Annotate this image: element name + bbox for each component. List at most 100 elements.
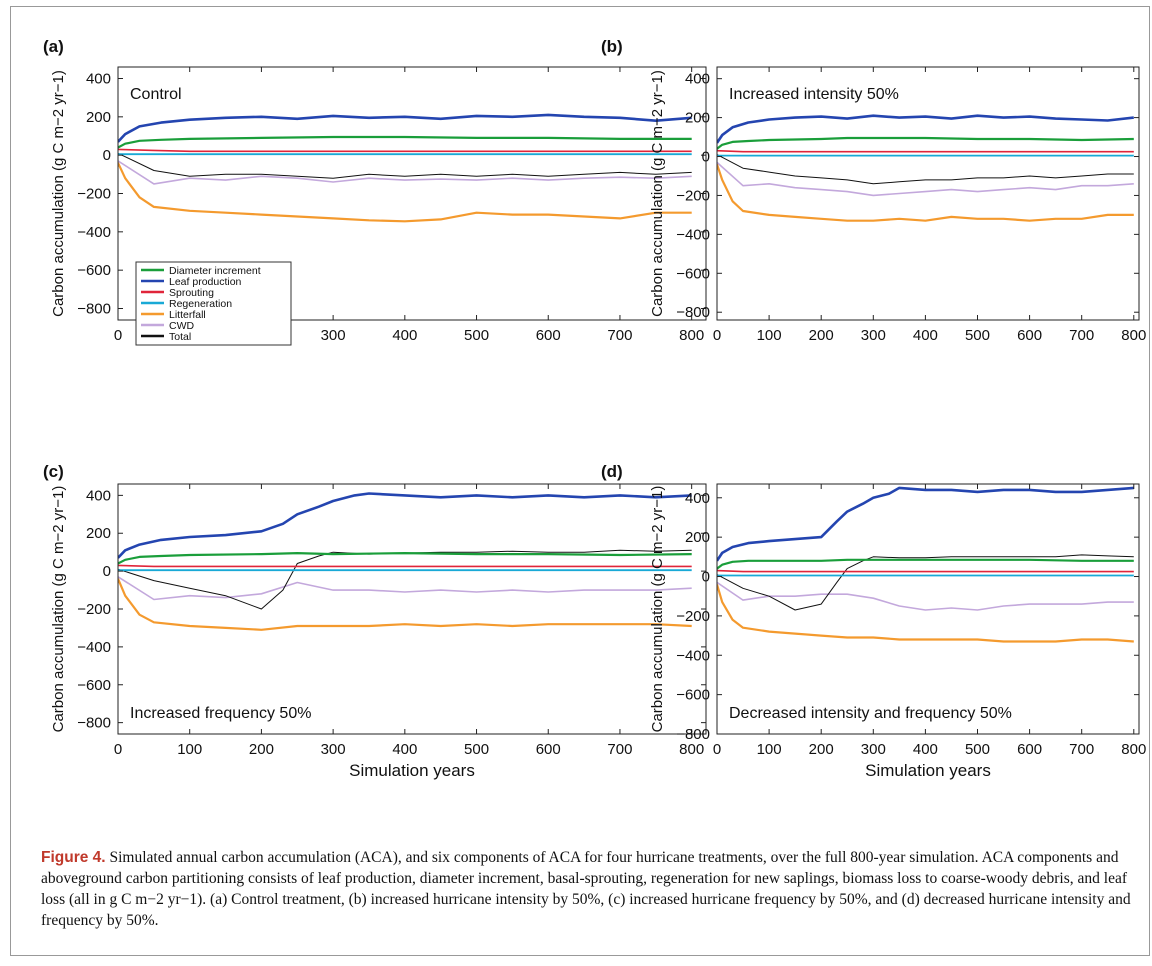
y-tick-label: −800 bbox=[77, 715, 111, 732]
x-tick-label: 300 bbox=[861, 741, 886, 758]
y-tick-label: 400 bbox=[685, 71, 710, 88]
series-litterfall bbox=[118, 162, 692, 223]
panel-annotation: Decreased intensity and frequency 50% bbox=[729, 705, 1012, 722]
series-total bbox=[118, 549, 692, 610]
x-tick-label: 200 bbox=[809, 741, 834, 758]
series-sprouting bbox=[118, 564, 692, 568]
panel-label: (a) bbox=[43, 37, 64, 56]
plot-area bbox=[118, 492, 692, 631]
x-tick-label: 700 bbox=[607, 741, 632, 758]
x-tick-label: 0 bbox=[713, 741, 721, 758]
y-tick-label: 400 bbox=[685, 490, 710, 507]
y-tick-label: −600 bbox=[77, 262, 111, 279]
legend-item: Regeneration bbox=[169, 298, 232, 310]
legend-item: Total bbox=[169, 331, 191, 343]
panel-annotation: Increased intensity 50% bbox=[729, 86, 899, 103]
plot-area bbox=[717, 114, 1134, 222]
y-axis-label: Carbon accumulation (g C m−2 yr−1) bbox=[50, 486, 67, 733]
x-tick-label: 100 bbox=[177, 741, 202, 758]
x-tick-label: 700 bbox=[1069, 327, 1094, 344]
x-tick-label: 800 bbox=[1121, 327, 1146, 344]
series-sprouting bbox=[717, 569, 1134, 573]
x-tick-label: 600 bbox=[536, 327, 561, 344]
series-total bbox=[118, 152, 692, 179]
x-tick-label: 200 bbox=[809, 327, 834, 344]
y-tick-label: 0 bbox=[103, 147, 111, 164]
x-tick-label: 700 bbox=[607, 327, 632, 344]
series-cwd bbox=[118, 576, 692, 601]
y-tick-label: −600 bbox=[77, 677, 111, 694]
x-tick-label: 800 bbox=[679, 327, 704, 344]
y-tick-label: 200 bbox=[685, 529, 710, 546]
x-tick-label: 0 bbox=[114, 741, 122, 758]
y-tick-label: −200 bbox=[676, 187, 710, 204]
plot-area bbox=[118, 113, 692, 223]
series-litterfall bbox=[717, 163, 1134, 222]
series-leaf-production bbox=[118, 492, 692, 559]
series-litterfall bbox=[717, 584, 1134, 643]
y-tick-label: −800 bbox=[676, 304, 710, 321]
series-leaf-production bbox=[118, 113, 692, 143]
x-axis-label: Simulation years bbox=[865, 761, 991, 780]
x-tick-label: 500 bbox=[965, 327, 990, 344]
caption-text: Simulated annual carbon accumulation (AC… bbox=[41, 849, 1131, 929]
y-tick-label: 200 bbox=[685, 110, 710, 127]
series-diameter-increment bbox=[717, 136, 1134, 150]
x-tick-label: 400 bbox=[913, 327, 938, 344]
y-tick-label: −200 bbox=[77, 601, 111, 618]
series-sprouting bbox=[118, 148, 692, 153]
y-tick-label: 400 bbox=[86, 71, 111, 88]
x-tick-label: 100 bbox=[757, 741, 782, 758]
series-sprouting bbox=[717, 149, 1134, 153]
series-cwd bbox=[118, 160, 692, 185]
y-tick-label: −400 bbox=[77, 224, 111, 241]
x-tick-label: 100 bbox=[757, 327, 782, 344]
y-tick-label: −400 bbox=[676, 226, 710, 243]
y-tick-label: −400 bbox=[77, 639, 111, 656]
series-diameter-increment bbox=[118, 135, 692, 149]
legend-item: Sprouting bbox=[169, 287, 214, 299]
x-tick-label: 0 bbox=[713, 327, 721, 344]
y-tick-label: −600 bbox=[676, 687, 710, 704]
x-tick-label: 500 bbox=[464, 327, 489, 344]
x-tick-label: 0 bbox=[114, 327, 122, 344]
y-tick-label: 0 bbox=[103, 563, 111, 580]
y-tick-label: 400 bbox=[86, 487, 111, 504]
panel-label: (c) bbox=[43, 462, 64, 481]
y-tick-label: 200 bbox=[86, 525, 111, 542]
legend-item: Litterfall bbox=[169, 309, 206, 321]
y-tick-label: −200 bbox=[77, 186, 111, 203]
figure-caption: Figure 4. Simulated annual carbon accumu… bbox=[41, 847, 1141, 931]
figure-panels: (a)4002000−200−400−600−80001002003004005… bbox=[43, 37, 1146, 780]
y-tick-label: −800 bbox=[676, 726, 710, 743]
figure-frame: (a)4002000−200−400−600−80001002003004005… bbox=[10, 6, 1150, 956]
series-total bbox=[717, 154, 1134, 185]
x-tick-label: 600 bbox=[536, 741, 561, 758]
x-tick-label: 600 bbox=[1017, 741, 1042, 758]
y-tick-label: 200 bbox=[86, 109, 111, 126]
y-axis-label: Carbon accumulation (g C m−2 yr−1) bbox=[50, 70, 67, 317]
panel-label: (d) bbox=[601, 462, 623, 481]
y-tick-label: 0 bbox=[702, 149, 710, 166]
y-tick-label: −800 bbox=[77, 301, 111, 318]
panel-annotation: Increased frequency 50% bbox=[130, 705, 311, 722]
x-axis-label: Simulation years bbox=[349, 761, 475, 780]
legend-item: Leaf production bbox=[169, 276, 242, 288]
x-tick-label: 500 bbox=[464, 741, 489, 758]
x-tick-label: 300 bbox=[861, 327, 886, 344]
x-tick-label: 800 bbox=[1121, 741, 1146, 758]
y-tick-label: −600 bbox=[676, 265, 710, 282]
panel-annotation: Control bbox=[130, 86, 182, 103]
plot-frame bbox=[716, 66, 1140, 321]
legend-item: CWD bbox=[169, 320, 194, 332]
plot-frame bbox=[117, 483, 707, 735]
plot-area bbox=[717, 486, 1134, 643]
series-litterfall bbox=[118, 578, 692, 631]
y-axis-label: Carbon accumulation (g C m−2 yr−1) bbox=[649, 70, 666, 317]
x-tick-label: 400 bbox=[392, 741, 417, 758]
series-cwd bbox=[717, 161, 1134, 197]
caption-label: Figure 4. bbox=[41, 849, 106, 866]
